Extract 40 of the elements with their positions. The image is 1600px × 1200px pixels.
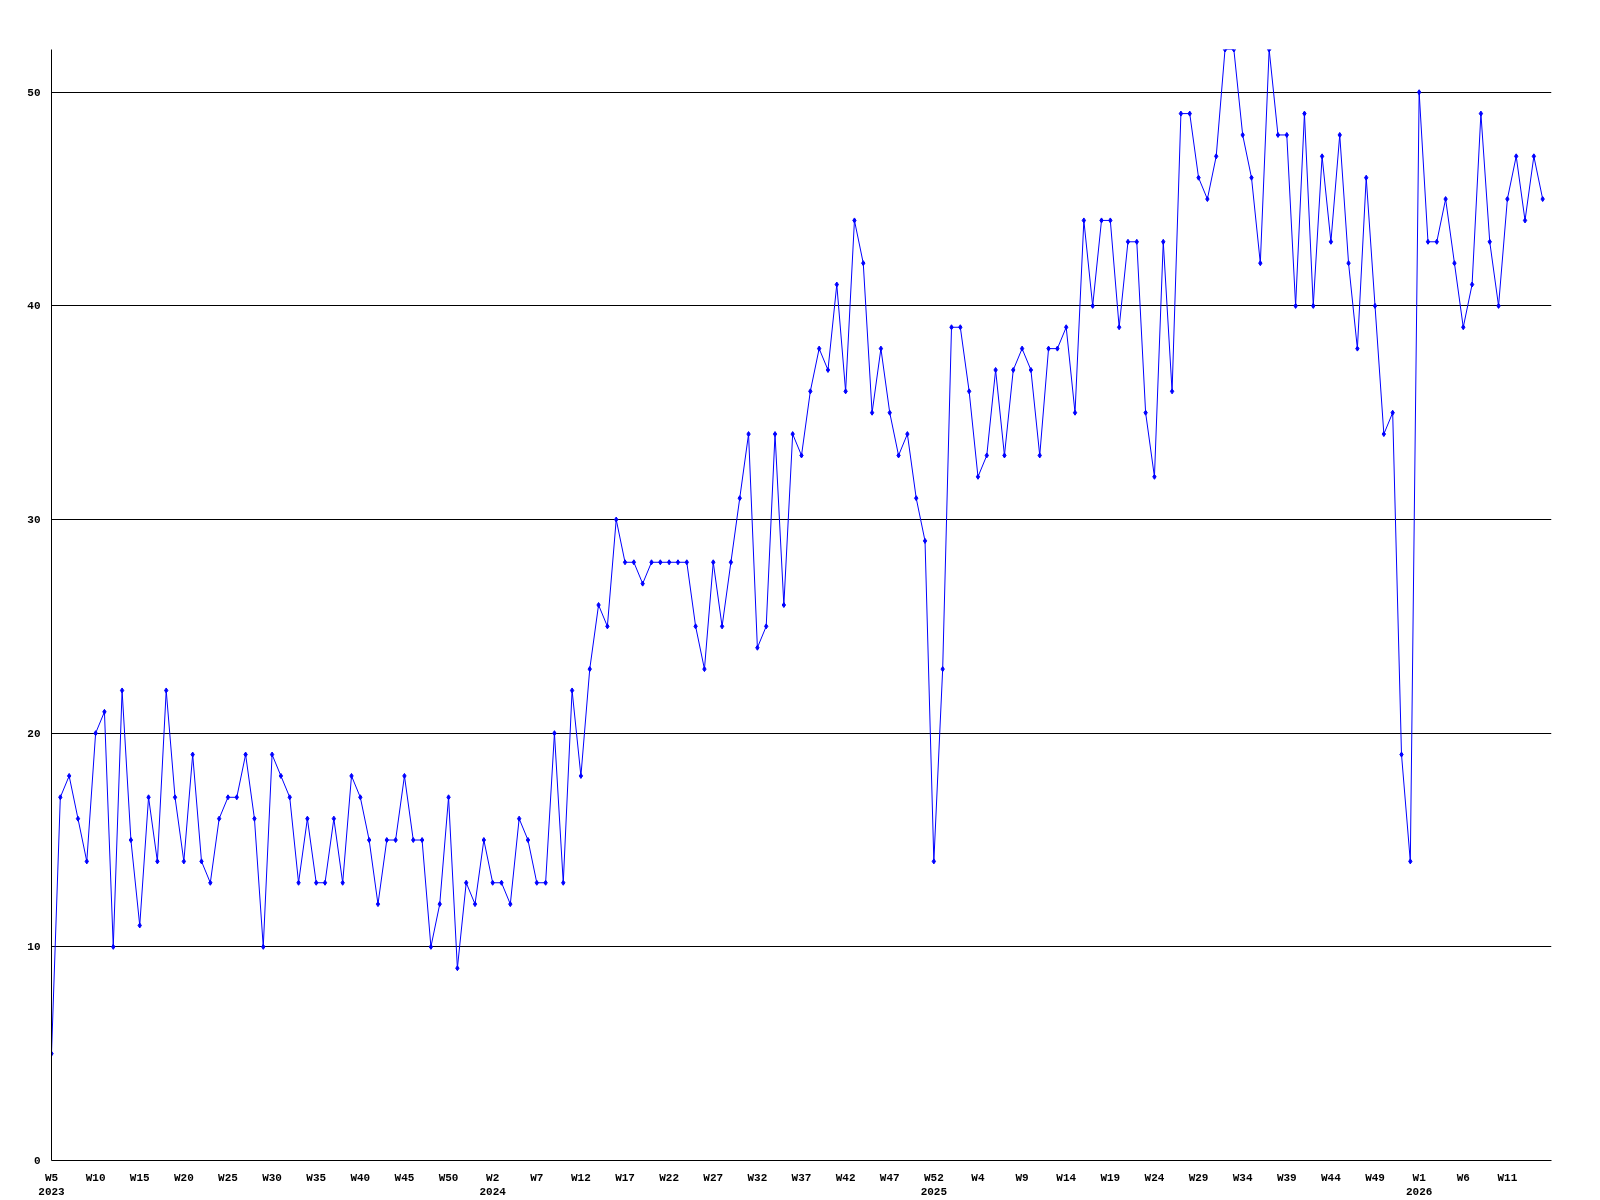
x-tick-label: W12 xyxy=(571,1171,591,1184)
x-tick-label: W37 xyxy=(791,1171,812,1184)
x-tick-label: W17 xyxy=(615,1171,635,1184)
x-tick-label: W22 xyxy=(659,1171,680,1184)
x-tick-label: W52 2025 xyxy=(920,1171,948,1198)
x-tick-label: W49 xyxy=(1365,1171,1385,1184)
y-tick-label: 10 xyxy=(27,941,41,954)
x-tick-label: W39 xyxy=(1276,1171,1297,1184)
y-tick-label: 20 xyxy=(27,727,41,740)
x-tick-label: W44 xyxy=(1321,1171,1342,1184)
x-tick-label: W14 xyxy=(1056,1171,1077,1184)
x-tick-label: W45 xyxy=(394,1171,415,1184)
x-tick-label: W34 xyxy=(1232,1171,1253,1184)
x-tick-label: W50 xyxy=(438,1171,459,1184)
x-tick-label: W15 xyxy=(129,1171,151,1184)
x-tick-label: W25 xyxy=(218,1171,239,1184)
x-tick-label: W10 xyxy=(85,1171,106,1184)
y-tick-label: 30 xyxy=(27,514,41,527)
y-tick-label: 40 xyxy=(27,300,41,313)
x-tick-label: W1 2026 xyxy=(1405,1171,1433,1198)
y-tick-label: 50 xyxy=(27,86,41,99)
y-tick-label: 0 xyxy=(33,1155,41,1167)
x-tick-label: W11 xyxy=(1497,1171,1518,1184)
x-tick-label: W35 xyxy=(306,1171,327,1184)
x-tick-label: W19 xyxy=(1100,1171,1121,1184)
x-tick-label: W2 2024 xyxy=(479,1171,507,1198)
x-tick-label: W40 xyxy=(350,1171,371,1184)
x-tick-label: W24 xyxy=(1144,1171,1165,1184)
x-tick-label: W47 xyxy=(879,1171,900,1184)
x-tick-label: W32 xyxy=(747,1171,768,1184)
x-tick-label: W4 xyxy=(971,1171,985,1184)
x-tick-label: W9 xyxy=(1015,1171,1029,1184)
x-tick-label: W30 xyxy=(262,1171,282,1184)
x-tick-label: W27 xyxy=(703,1171,724,1184)
x-tick-label: W29 xyxy=(1188,1171,1209,1184)
x-tick-label: W5 2023 xyxy=(38,1171,66,1198)
x-tick-label: W7 xyxy=(530,1171,544,1184)
x-tick-label: W20 xyxy=(173,1171,194,1184)
x-tick-label: W6 xyxy=(1456,1171,1470,1184)
x-tick-label: W42 xyxy=(835,1171,856,1184)
